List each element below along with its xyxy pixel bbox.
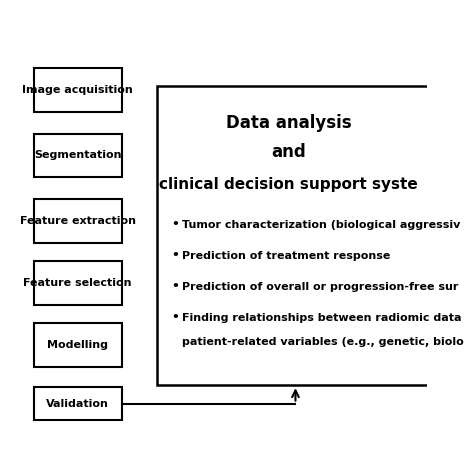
FancyBboxPatch shape — [34, 323, 122, 367]
Text: Prediction of overall or progression-free sur: Prediction of overall or progression-fre… — [182, 282, 459, 292]
Text: Feature extraction: Feature extraction — [19, 216, 136, 226]
FancyBboxPatch shape — [34, 387, 122, 420]
Text: clinical decision support syste: clinical decision support syste — [159, 177, 418, 192]
FancyBboxPatch shape — [34, 261, 122, 305]
Text: Finding relationships between radiomic data: Finding relationships between radiomic d… — [182, 313, 462, 323]
Text: Data analysis: Data analysis — [226, 114, 352, 132]
Text: and: and — [272, 143, 306, 161]
Text: Modelling: Modelling — [47, 340, 108, 350]
Text: Feature selection: Feature selection — [23, 278, 132, 288]
Text: patient-related variables (e.g., genetic, biolo: patient-related variables (e.g., genetic… — [182, 337, 464, 346]
Text: Image acquisition: Image acquisition — [22, 85, 133, 95]
Text: •: • — [171, 249, 179, 262]
FancyBboxPatch shape — [34, 134, 122, 177]
FancyBboxPatch shape — [34, 68, 122, 111]
Text: Validation: Validation — [46, 399, 109, 409]
Text: •: • — [171, 218, 179, 231]
Text: Segmentation: Segmentation — [34, 150, 121, 160]
FancyBboxPatch shape — [34, 199, 122, 243]
Text: Prediction of treatment response: Prediction of treatment response — [182, 251, 391, 261]
FancyBboxPatch shape — [156, 86, 474, 385]
Text: •: • — [171, 280, 179, 293]
Text: Tumor characterization (biological aggressiv: Tumor characterization (biological aggre… — [182, 220, 461, 230]
Text: •: • — [171, 311, 179, 324]
